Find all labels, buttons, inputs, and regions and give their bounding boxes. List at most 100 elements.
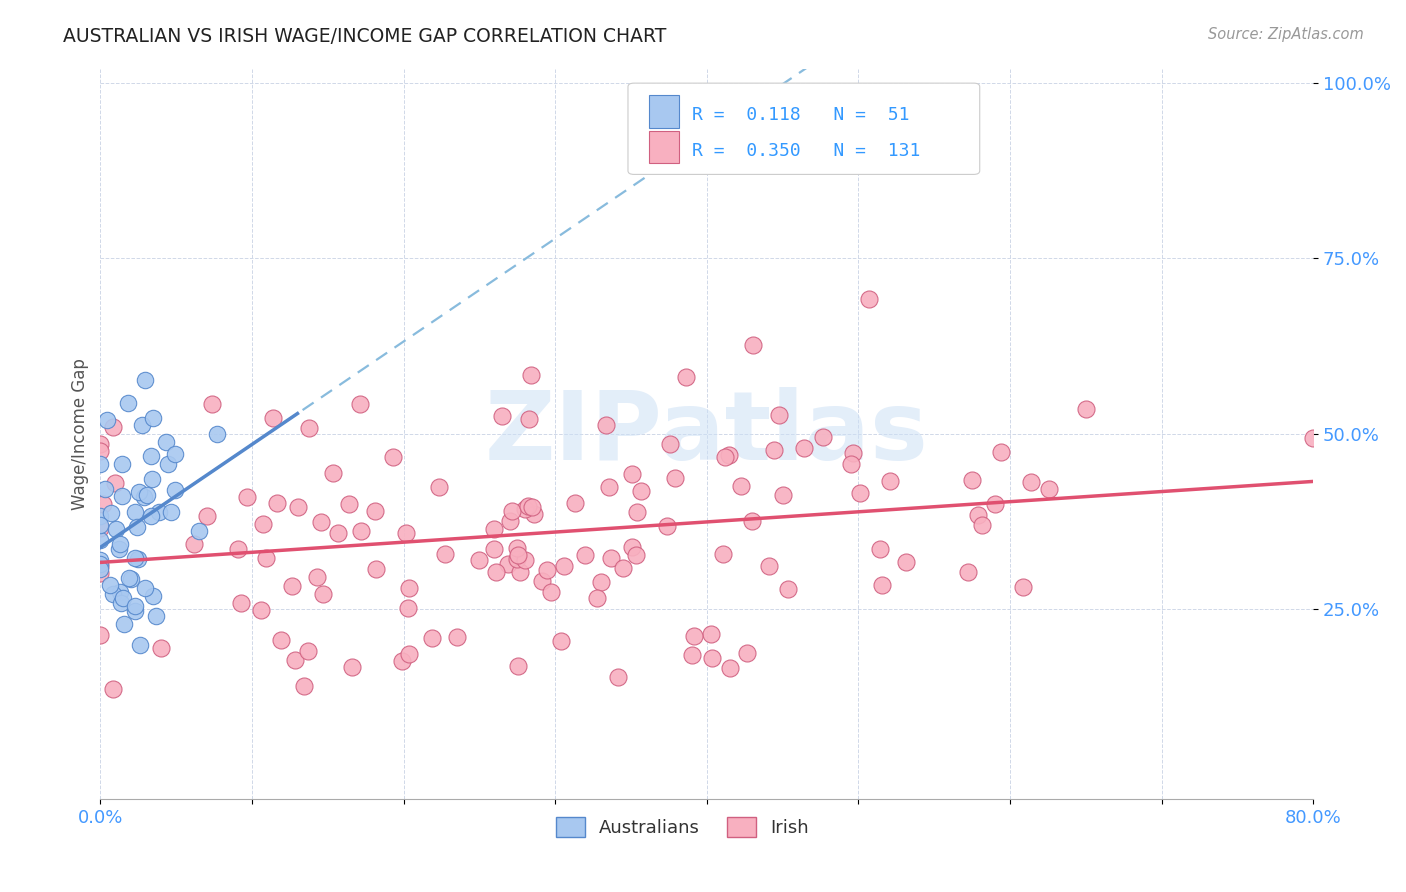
Point bbox=[89, 562, 111, 576]
Point bbox=[624, 548, 647, 562]
Point bbox=[520, 500, 543, 514]
Bar bbox=[648, 130, 679, 163]
Point bbox=[104, 476, 127, 491]
Point bbox=[595, 417, 617, 432]
Point bbox=[1302, 431, 1324, 445]
Point bbox=[89, 458, 111, 472]
Point bbox=[675, 370, 697, 384]
Point bbox=[105, 523, 128, 537]
Point bbox=[517, 412, 540, 426]
Point bbox=[120, 572, 142, 586]
Point bbox=[163, 447, 186, 461]
Point bbox=[262, 410, 284, 425]
Point bbox=[434, 548, 457, 562]
Point bbox=[89, 508, 111, 523]
Point bbox=[129, 638, 152, 652]
Point bbox=[702, 651, 724, 665]
Point bbox=[160, 505, 183, 519]
Point bbox=[711, 547, 734, 561]
Point bbox=[501, 504, 523, 518]
Point bbox=[252, 517, 274, 532]
Point bbox=[772, 488, 794, 502]
Point bbox=[879, 474, 901, 488]
Point bbox=[717, 448, 740, 462]
Point bbox=[520, 368, 543, 382]
Point bbox=[574, 548, 596, 562]
Point bbox=[630, 484, 652, 499]
Bar bbox=[648, 95, 679, 128]
Point bbox=[391, 654, 413, 668]
Point bbox=[496, 557, 519, 571]
Point bbox=[110, 596, 132, 610]
Point bbox=[550, 634, 572, 648]
Point bbox=[427, 480, 450, 494]
Point bbox=[89, 566, 111, 580]
Point bbox=[681, 648, 703, 662]
Point bbox=[730, 479, 752, 493]
Point bbox=[349, 397, 371, 411]
Point bbox=[229, 596, 252, 610]
Point bbox=[124, 604, 146, 618]
Point bbox=[111, 457, 134, 471]
Point bbox=[564, 496, 586, 510]
Point bbox=[858, 292, 880, 306]
Point bbox=[513, 502, 536, 516]
Point bbox=[664, 471, 686, 485]
Point bbox=[131, 418, 153, 433]
Point bbox=[621, 467, 644, 482]
Point bbox=[89, 444, 111, 458]
Point bbox=[103, 681, 125, 696]
Point bbox=[505, 541, 527, 555]
Point bbox=[841, 457, 863, 471]
Point bbox=[607, 671, 630, 685]
Point bbox=[136, 488, 159, 502]
Point bbox=[98, 578, 121, 592]
Point bbox=[326, 526, 349, 541]
Point bbox=[89, 437, 111, 451]
Point bbox=[813, 430, 835, 444]
Point bbox=[778, 582, 800, 596]
Point bbox=[337, 497, 360, 511]
Point bbox=[990, 445, 1012, 459]
Point bbox=[758, 559, 780, 574]
Text: R =  0.118   N =  51: R = 0.118 N = 51 bbox=[692, 106, 910, 125]
Point bbox=[505, 552, 527, 566]
Point bbox=[957, 565, 980, 579]
Point bbox=[141, 471, 163, 485]
Point bbox=[103, 419, 125, 434]
Point bbox=[195, 509, 218, 524]
Point bbox=[142, 411, 165, 425]
Point bbox=[870, 578, 893, 592]
Point bbox=[741, 338, 763, 352]
Point bbox=[506, 548, 529, 562]
Point bbox=[322, 466, 344, 480]
Point bbox=[598, 480, 620, 494]
Point bbox=[658, 437, 681, 451]
Point bbox=[134, 581, 156, 595]
Point bbox=[509, 565, 531, 579]
Point bbox=[89, 557, 111, 571]
Point bbox=[422, 631, 444, 645]
Text: Source: ZipAtlas.com: Source: ZipAtlas.com bbox=[1208, 27, 1364, 42]
Point bbox=[515, 553, 537, 567]
Point bbox=[118, 571, 141, 585]
Point bbox=[270, 632, 292, 647]
Point bbox=[591, 574, 613, 589]
Point bbox=[145, 608, 167, 623]
Point bbox=[266, 496, 288, 510]
Point bbox=[350, 524, 373, 538]
Point bbox=[381, 450, 404, 465]
Point bbox=[523, 507, 546, 521]
Point bbox=[287, 500, 309, 514]
Point bbox=[254, 551, 277, 566]
Point bbox=[508, 659, 530, 673]
Point bbox=[741, 514, 763, 528]
Point bbox=[718, 661, 741, 675]
Point bbox=[307, 570, 329, 584]
Point bbox=[599, 551, 621, 566]
Point bbox=[309, 516, 332, 530]
Point bbox=[612, 561, 634, 575]
Point bbox=[894, 555, 917, 569]
Point bbox=[183, 536, 205, 550]
Point bbox=[117, 395, 139, 409]
